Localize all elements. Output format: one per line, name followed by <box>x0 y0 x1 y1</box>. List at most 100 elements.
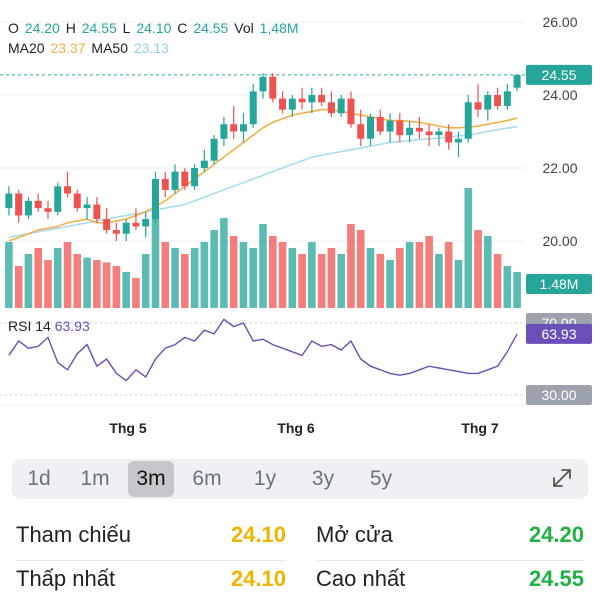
price-tick-label: 24.00 <box>542 87 577 103</box>
ma-readout: MA20 23.37 MA50 23.13 <box>8 40 171 56</box>
candle-body <box>64 186 72 194</box>
volume-bar <box>317 254 326 308</box>
rsi-label: RSI 14 <box>8 318 51 334</box>
last-price-tag-box <box>526 64 592 85</box>
candle-body <box>103 219 111 231</box>
ma20-line <box>8 108 518 242</box>
volume-bar <box>5 242 13 308</box>
range-5y-button[interactable]: 5y <box>369 467 393 490</box>
rsi-30-tag-text: 30.00 <box>541 387 576 403</box>
candle-body <box>83 204 91 209</box>
candle-body <box>15 193 23 216</box>
candle-body <box>386 120 394 132</box>
rsi-line <box>8 318 518 382</box>
volume-bar <box>93 260 101 308</box>
volume-bar <box>298 254 306 308</box>
rsi-value-tag-box <box>526 323 592 344</box>
candle-body <box>24 200 32 216</box>
candle-body <box>357 124 365 139</box>
time-tick-label: Thg 7 <box>461 420 499 436</box>
high-price-label: Cao nhất <box>316 566 406 591</box>
volume-bar <box>249 248 258 308</box>
volume-bar <box>181 254 189 308</box>
candle-body <box>464 102 472 139</box>
time-tick-label: Thg 6 <box>277 420 315 436</box>
close-label: C <box>177 20 188 36</box>
volume-bar <box>63 242 72 308</box>
volume-bar <box>200 242 209 308</box>
candle-body <box>132 222 140 227</box>
candle-body <box>308 95 316 103</box>
volume-bar <box>83 257 91 308</box>
volume-bar <box>396 248 404 308</box>
ma50-label: MA50 <box>91 40 128 56</box>
candle-body <box>367 116 375 139</box>
candle-body <box>230 124 238 132</box>
candle-body <box>513 74 521 88</box>
candle-body <box>5 193 13 209</box>
price-tick-label: 20.00 <box>542 233 577 249</box>
volume-bar <box>435 254 443 308</box>
volume-bar <box>454 260 463 308</box>
volume-bar <box>132 278 140 308</box>
divider <box>316 560 584 561</box>
volume-bar <box>122 272 130 308</box>
high-price-value: 24.55 <box>528 566 584 591</box>
volume-bar <box>220 218 228 308</box>
open-label: O <box>8 20 19 36</box>
range-1d-button[interactable]: 1d <box>27 467 51 490</box>
expand-arrows-icon[interactable] <box>550 466 574 490</box>
candle-body <box>494 95 502 106</box>
candle-body <box>200 160 208 168</box>
volume-bar <box>259 224 267 308</box>
volume-bar <box>73 254 82 308</box>
volume-tag-box <box>526 274 592 294</box>
candle-body <box>376 116 384 132</box>
volume-bar <box>112 266 121 308</box>
close-value: 24.55 <box>193 20 229 36</box>
range-3m-button[interactable]: 3m <box>128 461 174 497</box>
volume-bar <box>464 188 473 308</box>
candle-body <box>151 178 159 220</box>
candle-body <box>112 230 120 234</box>
last-price-tag-text: 24.55 <box>541 67 576 83</box>
ma20-value: 23.37 <box>50 40 86 56</box>
open-value: 24.20 <box>24 20 60 36</box>
rsi-readout: RSI 14 63.93 <box>8 318 90 334</box>
candle-body <box>34 200 42 209</box>
volume-bar <box>513 272 521 308</box>
candle-body <box>347 98 355 125</box>
volume-bar <box>34 248 43 308</box>
price-tick-label: 26.00 <box>542 14 577 30</box>
range-1y-button[interactable]: 1y <box>253 467 277 490</box>
open-price-label: Mở cửa <box>316 522 393 547</box>
volume-bar <box>44 260 52 308</box>
volume-bar <box>376 254 385 308</box>
candle-body <box>142 219 150 227</box>
volume-bar <box>425 236 433 308</box>
range-6m-button[interactable]: 6m <box>192 467 222 490</box>
candle-body <box>249 91 257 125</box>
ma20-label: MA20 <box>8 40 45 56</box>
reference-price-value: 24.10 <box>230 522 286 547</box>
candle-body <box>279 98 287 110</box>
volume-bar <box>308 242 316 308</box>
candle-body <box>484 95 492 110</box>
range-1m-button[interactable]: 1m <box>80 467 110 490</box>
low-price-value: 24.10 <box>230 566 286 591</box>
candle-body <box>54 186 62 212</box>
rsi-value: 63.93 <box>54 318 90 334</box>
candle-body <box>73 193 81 209</box>
volume-value: 1,48M <box>259 20 299 36</box>
candle-body <box>210 138 218 161</box>
volume-bar <box>278 242 287 308</box>
volume-bar <box>493 254 502 308</box>
range-3y-button[interactable]: 3y <box>311 467 335 490</box>
volume-bar <box>171 248 179 308</box>
volume-bar <box>483 236 492 308</box>
candle-body <box>425 131 433 136</box>
volume-bar <box>239 242 248 308</box>
candle-body <box>415 127 423 132</box>
candle-body <box>122 222 130 234</box>
low-label: L <box>122 20 131 36</box>
